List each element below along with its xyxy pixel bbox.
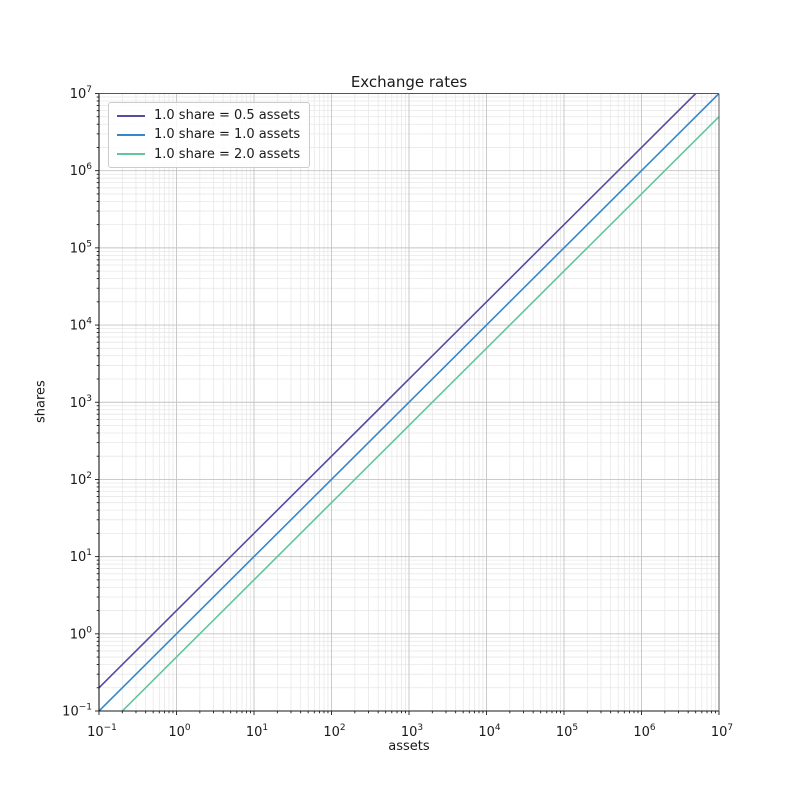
x-tick-label: 102 — [323, 723, 345, 740]
y-tick-label: 106 — [70, 162, 93, 179]
legend-label: 1.0 share = 0.5 assets — [154, 108, 301, 124]
legend-entry-2: 1.0 share = 2.0 assets — [117, 145, 301, 164]
series-line-0 — [99, 93, 697, 689]
y-axis-label: shares — [33, 380, 49, 424]
y-tick-label: 101 — [70, 548, 92, 565]
x-tick-label: 107 — [711, 723, 733, 740]
x-tick-label: 10−1 — [87, 723, 117, 740]
x-tick-label: 105 — [556, 723, 578, 740]
series-line-1 — [99, 93, 719, 711]
axis-ticks — [95, 93, 720, 715]
x-axis-label: assets — [388, 739, 430, 754]
series-lines — [99, 93, 719, 711]
legend-line-swatch — [117, 114, 145, 117]
y-tick-label: 107 — [70, 85, 92, 102]
legend: 1.0 share = 0.5 assets 1.0 share = 1.0 as… — [108, 102, 310, 168]
y-tick-label: 105 — [70, 239, 92, 256]
legend-entry-1: 1.0 share = 1.0 assets — [117, 125, 301, 144]
legend-label: 1.0 share = 2.0 assets — [154, 146, 301, 162]
y-tick-label: 100 — [70, 625, 93, 642]
x-tick-label: 100 — [168, 723, 191, 740]
y-tick-label: 102 — [70, 471, 92, 488]
y-tick-label: 103 — [70, 394, 92, 411]
legend-entry-0: 1.0 share = 0.5 assets — [117, 106, 301, 125]
legend-label: 1.0 share = 1.0 assets — [154, 127, 301, 143]
y-tick-label: 10−1 — [62, 703, 92, 720]
x-tick-label: 104 — [478, 723, 501, 740]
legend-line-swatch — [117, 133, 145, 136]
x-tick-label: 106 — [633, 723, 656, 740]
x-tick-label: 103 — [401, 723, 423, 740]
legend-line-swatch — [117, 153, 145, 156]
chart-title: Exchange rates — [350, 73, 468, 91]
series-line-2 — [121, 115, 719, 711]
y-tick-label: 104 — [70, 317, 93, 334]
x-tick-label: 101 — [246, 723, 268, 740]
